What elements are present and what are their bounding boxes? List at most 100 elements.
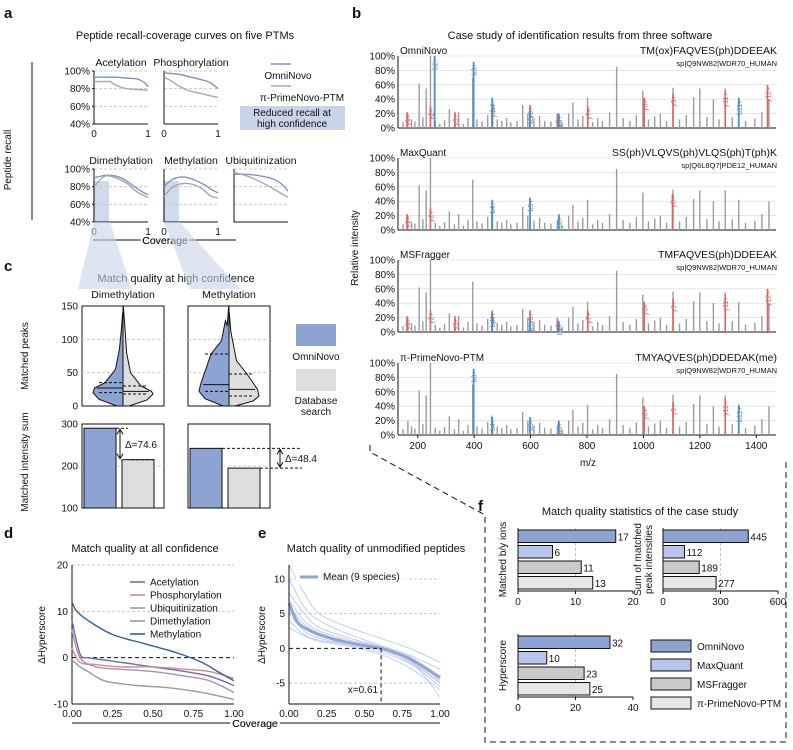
ion-label-b: b5+ (528, 112, 535, 124)
x-tick-label: 0.00 (279, 709, 299, 720)
ion-label-y: y2+ (428, 312, 435, 323)
y-tick-label: 100% (369, 52, 395, 63)
species-line (288, 592, 441, 677)
legend-methylation: Methylation (150, 630, 201, 641)
y-tick-label: 60% (375, 387, 395, 398)
bar-maxquant (517, 651, 548, 665)
bar-value: 445 (750, 533, 767, 544)
y-tick-label: 80% (70, 84, 90, 95)
x-tick-label: 1200 (689, 441, 712, 452)
ion-label-y: y1+ (405, 114, 412, 125)
spectrum-primenovoptm: 100% 80% 60% 40% 20% 0% y8+ y9+ y11+ b3+ b4+ b5+ b6+… (369, 352, 777, 452)
y-tick-label: 20% (375, 313, 395, 324)
annotation-box (240, 106, 345, 130)
panel-d-plot: 20 10 0 -100.00 0.25 0.50 0.75 1.00 Acetylation P… (54, 561, 245, 721)
ion-label-y: y8+ (670, 196, 677, 207)
y-tick-label: 100% (369, 359, 395, 370)
x-tick-label: 20 (627, 597, 639, 608)
x-tick-label: 0 (91, 129, 97, 140)
y-tick-label: 40% (375, 402, 395, 413)
y-tick-label: 100 (61, 504, 78, 515)
panel-a-subplot-acetylation: Acetylation 100% 80% 60% 40%0 1 (64, 57, 151, 140)
panel-d-ylabel: ΔHyperscore (37, 606, 48, 664)
y-tick-label: 10 (274, 574, 286, 585)
crossing-label: x=0.61 (348, 685, 379, 696)
bar-maxquant (662, 545, 685, 559)
x-tick-label: 400 (466, 441, 483, 452)
subplot-title: Phosphorylation (153, 57, 228, 69)
panel-letter-a: a (4, 5, 13, 22)
y-tick-label: 50 (67, 368, 79, 379)
x-tick-label: 0.25 (103, 709, 123, 720)
series-dimethylation (71, 659, 235, 701)
x-tick-label: 40 (627, 703, 639, 714)
panel-c-methylation: Methylation Δ=48.4 (187, 289, 317, 509)
bar-database-sum (121, 459, 155, 509)
ion-label-b: b11+ (737, 407, 744, 422)
series-omninovo (233, 173, 289, 192)
legend-database-line2: search (301, 407, 331, 418)
protein-id: sp|Q9NW82|WDR70_HUMAN (676, 59, 777, 68)
ion-label-y: y7+ (586, 312, 593, 323)
y-tick-label: 60% (375, 182, 395, 193)
bar-value: 189 (701, 564, 718, 575)
coverage-xlabel-bg: Coverage (232, 718, 278, 730)
software-name: π-PrimeNovo-PTM (400, 353, 484, 364)
bar-value: 10 (549, 654, 561, 665)
legend-omninovo-swatch (296, 324, 336, 346)
species-line (288, 578, 441, 670)
bar-database-sum (227, 467, 261, 509)
panel-c-ylabel-top: Matched peaks (20, 322, 31, 390)
protein-id: sp|Q9NW82|WDR70_HUMAN (676, 263, 777, 272)
series-omninovo (94, 76, 149, 88)
arrow-head (276, 448, 284, 455)
legend-dimethylation: Dimethylation (150, 617, 211, 628)
y-tick-label: 40% (70, 120, 90, 131)
legend-database-line1: Database (295, 396, 338, 407)
x-tick-label: 1400 (745, 441, 768, 452)
legend-phosphorylation: Phosphorylation (150, 591, 222, 602)
series-primenovo (233, 171, 289, 198)
series-methylation (71, 601, 235, 682)
panel-a-subplot-methylation: Methylation 0 1 (161, 155, 221, 238)
f-ylabel-line1: Sum of matched (633, 523, 644, 596)
spectrum-msfragger: 100%80%60%40%20%0%y1+y2+y3+y4+y5+y6+y7+y… (369, 249, 777, 339)
species-line (288, 599, 441, 683)
series-ubiquitinization (71, 629, 235, 694)
x-tick-label: 1.00 (224, 709, 244, 720)
y-tick-label: 0% (381, 124, 396, 135)
ion-label-b: b4+ (490, 419, 497, 431)
y-tick-label: 40% (375, 95, 395, 106)
y-tick-label: 80% (70, 182, 90, 193)
ion-label-y: y8+ (642, 100, 649, 111)
y-tick-label: 20% (375, 416, 395, 427)
ion-label-y: y2+ (428, 108, 435, 119)
series-primenovo (163, 182, 219, 199)
panel-letter-c: c (4, 258, 12, 275)
ion-label-b: b6+ (557, 423, 564, 435)
legend-omninovo: OmniNovo (264, 71, 312, 82)
bar-value: 17 (618, 533, 630, 544)
panel-a-subplot-phosphorylation: Phosphorylation 0 1 (153, 57, 228, 140)
f-ylabel-line2: peak intensities (644, 525, 655, 594)
ion-label-y: y1+ (405, 216, 412, 227)
y-tick-label: -5 (276, 679, 285, 690)
bar-msfragger (662, 560, 700, 574)
x-tick-label: 0 (515, 703, 521, 714)
ion-label-b: b11+ (737, 100, 744, 115)
panel-b-xlabel: m/z (580, 458, 596, 469)
x-tick-label: 1000 (632, 441, 655, 452)
panel-e-ylabel: ΔHyperscore (257, 606, 268, 664)
ion-label-b: b6+ (557, 116, 564, 128)
series-omninovo (163, 72, 219, 90)
y-tick-label: 100% (369, 256, 395, 267)
x-tick-label: 0.50 (355, 709, 375, 720)
y-tick-label: 100% (64, 165, 90, 176)
x-tick-label: 0 (660, 597, 666, 608)
bar-omninovo (517, 529, 617, 543)
y-tick-label: 150 (61, 302, 78, 313)
high-confidence-shade (93, 181, 109, 222)
ion-label-y: y5+ (528, 312, 535, 323)
x-tick-label: 0 (515, 597, 521, 608)
y-tick-label: 60% (375, 284, 395, 295)
